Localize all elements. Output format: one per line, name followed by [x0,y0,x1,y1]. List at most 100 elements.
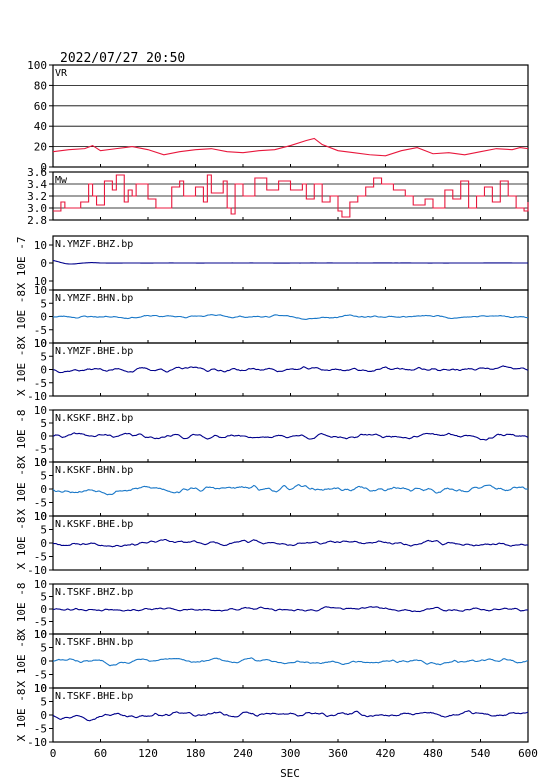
y-tick-label: 0 [40,311,47,324]
series-line [52,538,529,548]
y-tick-label: 2.8 [27,214,47,227]
panel-label: Mw [55,175,68,186]
scale-label: X 10E -8 [15,290,28,343]
panel-label: N.TSKF.BHZ.bp [55,587,133,598]
y-tick-label: 0 [40,483,47,496]
x-axis: 0 60 120 180 240 300 360 420 480 540 600 [50,747,538,760]
scale-label: X 10E -8 [15,343,28,396]
y-tick-label: 10 [34,456,47,469]
x-tick-label: 360 [328,747,348,760]
y-tick-label: -5 [34,324,47,337]
y-tick-label: -5 [34,551,47,564]
panel-3: 10 0 10 N.YMZF.BHZ.bp X 10E -7 [15,235,529,291]
y-tick-label: -5 [34,723,47,736]
y-tick-label: -5 [34,377,47,390]
y-tick-label: 10 [34,628,47,641]
y-tick-label: 5 [40,642,47,655]
y-tick-label: 40 [34,120,47,133]
panel-frame [52,64,529,168]
y-tick-label: 80 [34,79,47,92]
panel-label: N.KSKF.BHE.bp [55,519,133,530]
y-tick-label: 10 [34,284,47,297]
y-tick-label: 10 [34,628,47,641]
y-tick-label: 0 [40,364,47,377]
y-tick-label: 3.2 [27,190,47,203]
y-tick-label: 10 [34,578,47,591]
y-tick-label: 5 [40,350,47,363]
y-tick-label: -10 [27,736,47,749]
y-tick-label: 10 [34,682,47,695]
x-tick-label: 180 [186,747,206,760]
series-line [52,483,529,496]
panel-label: N.KSKF.BHN.bp [55,465,133,476]
y-tick-label: 3.6 [27,166,47,179]
y-tick-label: 100 [27,59,47,72]
x-tick-label: 420 [376,747,396,760]
scale-label: X 10E -8 [15,689,28,742]
panel-2: 2.83.03.23.43.6 Mw [27,166,529,227]
x-tick-label: 240 [233,747,253,760]
y-tick-label: 10 [34,404,47,417]
scale-label: X 10E -8 [15,517,28,570]
series-line [52,432,529,441]
x-tick-label: 600 [518,747,538,760]
y-tick-label: 10 [34,510,47,523]
series-line [52,710,529,722]
y-tick-label: 20 [34,141,47,154]
panel-label: N.YMZF.BHN.bp [55,293,133,304]
series-line [53,365,529,374]
panel-1: 0 20 40 60 80 100 VR [27,59,529,174]
x-tick-label: 540 [471,747,491,760]
y-tick-label: 3.4 [27,178,47,191]
scale-label: X 10E -8 [15,583,28,636]
y-tick-label: 10 [34,337,47,350]
y-tick-label: -10 [27,390,47,403]
y-tick-label: 3.0 [27,202,47,215]
x-tick-label: 0 [50,747,57,760]
panels: 020406080100VR2.83.03.23.43.6Mw10010N.YM… [15,59,538,760]
y-tick-label: 5 [40,591,47,604]
panel-label: N.TSKF.BHE.bp [55,691,133,702]
scale-label: X 10E -8 [15,410,28,463]
y-tick-label: 5 [40,470,47,483]
y-tick-label: -5 [34,616,47,629]
y-tick-label: 0 [40,161,47,174]
y-tick-label: -5 [34,669,47,682]
y-tick-label: -10 [27,564,47,577]
scale-label: X 10E -7 [15,237,28,290]
y-tick-label: 5 [40,297,47,310]
series-line [52,606,529,613]
x-tick-label: 480 [423,747,443,760]
y-tick-label: 10 [34,337,47,350]
series-line [52,259,528,265]
y-tick-label: 10 [34,456,47,469]
y-tick-label: -5 [34,443,47,456]
scale-label: X 10E -8 [15,463,28,516]
y-tick-label: 0 [40,655,47,668]
y-tick-label: 0 [40,709,47,722]
y-tick-label: 0 [40,430,47,443]
y-tick-label: 5 [40,696,47,709]
figure-timestamp: 2022/07/27 20:50 [60,51,185,66]
panel-label: N.YMZF.BHE.bp [55,346,133,357]
panel-label: VR [55,68,68,79]
series-line [52,137,529,157]
series-line [52,657,529,667]
y-tick-label: 0 [40,537,47,550]
y-tick-label: -5 [34,497,47,510]
y-tick-label: 60 [34,100,47,113]
panel-label: N.YMZF.BHZ.bp [55,239,133,250]
y-tick-label: 0 [40,603,47,616]
y-tick-label: 5 [40,417,47,430]
x-axis-label: SEC [280,767,300,780]
x-tick-label: 60 [94,747,107,760]
y-tick-label: 0 [40,257,47,270]
